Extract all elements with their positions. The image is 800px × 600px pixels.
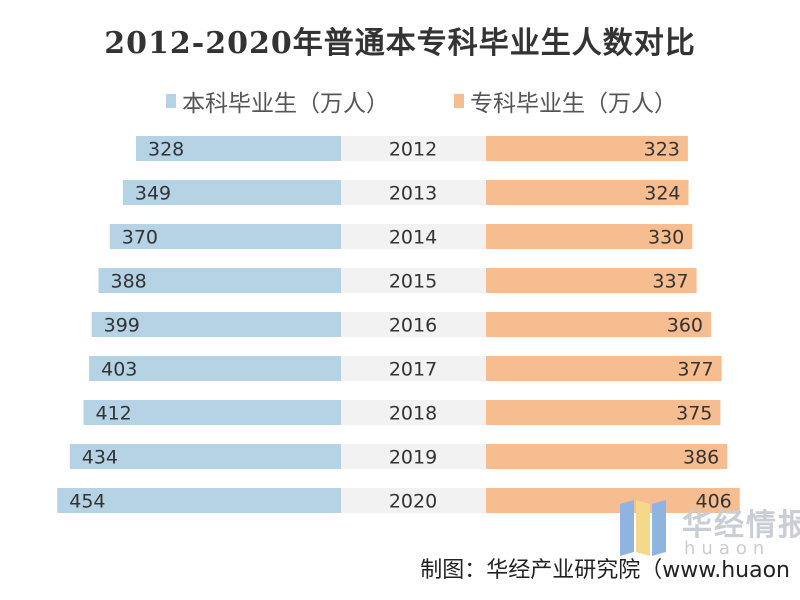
data-label-junior-college: 324 xyxy=(644,183,680,205)
bar-junior-college xyxy=(486,444,728,469)
data-label-undergraduate: 388 xyxy=(111,271,147,293)
legend-label-junior-college: 专科毕业生（万人） xyxy=(470,91,677,117)
bar-undergraduate xyxy=(69,444,341,469)
bar-junior-college xyxy=(486,312,711,337)
bar-undergraduate xyxy=(136,136,341,161)
bar-undergraduate xyxy=(91,312,341,337)
category-label: 2014 xyxy=(389,227,437,249)
category-band xyxy=(341,268,486,293)
bar-junior-college xyxy=(486,268,697,293)
bar-undergraduate xyxy=(83,400,341,425)
bar-junior-college xyxy=(486,180,689,205)
bar-undergraduate xyxy=(109,224,341,249)
bar-junior-college xyxy=(486,356,722,381)
bar-junior-college xyxy=(486,488,740,513)
watermark-url: huaon xyxy=(684,538,771,559)
legend-swatch-undergraduate xyxy=(166,94,176,108)
bar-undergraduate xyxy=(122,180,341,205)
data-label-junior-college: 377 xyxy=(677,359,713,381)
bar-junior-college xyxy=(486,224,693,249)
bar-undergraduate xyxy=(89,356,341,381)
source-note: 制图：华经产业研究院（www.huaon xyxy=(420,558,790,583)
data-label-undergraduate: 370 xyxy=(122,227,158,249)
category-label: 2015 xyxy=(389,271,437,293)
category-band xyxy=(341,444,486,469)
data-label-undergraduate: 412 xyxy=(96,403,132,425)
data-label-junior-college: 375 xyxy=(676,403,712,425)
category-band xyxy=(341,312,486,337)
data-label-junior-college: 360 xyxy=(667,315,703,337)
category-label: 2017 xyxy=(389,359,437,381)
category-label: 2018 xyxy=(389,403,437,425)
chart-title: 2012-2020年普通本专科毕业生人数对比 xyxy=(104,26,696,61)
data-label-junior-college: 337 xyxy=(652,271,688,293)
category-band xyxy=(341,400,486,425)
category-label: 2016 xyxy=(389,315,437,337)
category-band xyxy=(341,136,486,161)
category-label: 2020 xyxy=(389,491,437,513)
data-label-junior-college: 386 xyxy=(683,447,719,469)
data-label-undergraduate: 349 xyxy=(135,183,171,205)
data-label-undergraduate: 454 xyxy=(69,491,105,513)
watermark-text: 华经情报 xyxy=(682,508,800,543)
data-label-undergraduate: 403 xyxy=(101,359,137,381)
category-label: 2013 xyxy=(389,183,437,205)
data-label-undergraduate: 399 xyxy=(104,315,140,337)
legend-label-undergraduate: 本科毕业生（万人） xyxy=(182,91,389,117)
data-label-undergraduate: 434 xyxy=(82,447,118,469)
watermark-logo-icon xyxy=(620,500,666,556)
category-label: 2019 xyxy=(389,447,437,469)
data-label-junior-college: 330 xyxy=(648,227,684,249)
data-label-undergraduate: 328 xyxy=(148,139,184,161)
category-band xyxy=(341,224,486,249)
legend-item-junior-college: 专科毕业生（万人） xyxy=(454,84,677,118)
category-label: 2012 xyxy=(389,139,437,161)
bar-junior-college xyxy=(486,136,688,161)
category-band xyxy=(341,488,486,513)
bar-undergraduate xyxy=(57,488,341,513)
category-band xyxy=(341,180,486,205)
bar-undergraduate xyxy=(98,268,341,293)
data-label-junior-college: 323 xyxy=(644,139,680,161)
legend-item-undergraduate: 本科毕业生（万人） xyxy=(166,84,389,118)
legend-swatch-junior-college xyxy=(454,94,464,108)
category-band xyxy=(341,356,486,381)
data-label-junior-college: 406 xyxy=(695,491,731,513)
bar-junior-college xyxy=(486,400,721,425)
legend: 本科毕业生（万人） 专科毕业生（万人） xyxy=(0,84,800,124)
